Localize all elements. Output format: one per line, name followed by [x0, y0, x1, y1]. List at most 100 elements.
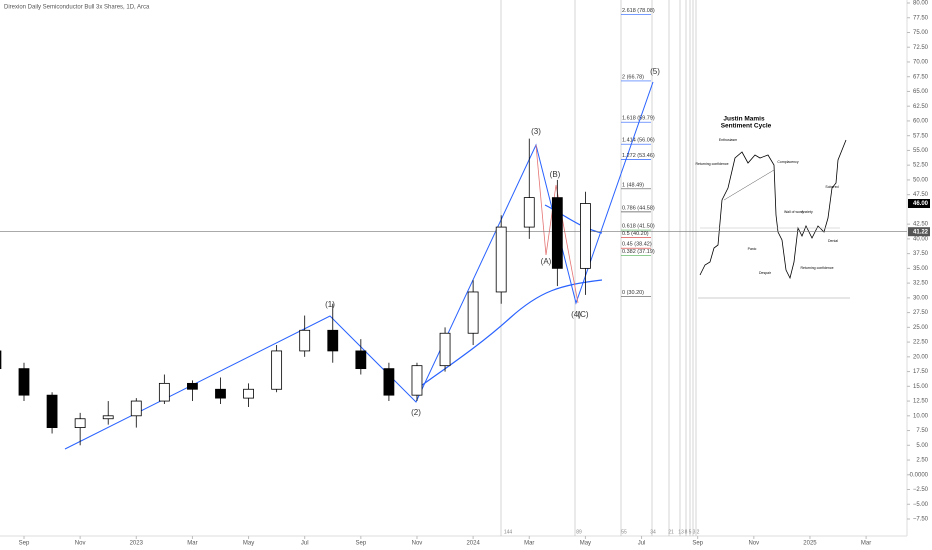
fib-time-label: 5	[689, 529, 692, 535]
inset-label: Denial	[828, 239, 838, 243]
y-tick-label: 27.50	[913, 310, 929, 316]
y-tick-label: 67.50	[913, 74, 929, 80]
fib-label: 0.45 (38.42)	[622, 242, 652, 248]
candle-body	[383, 368, 395, 396]
fib-time-label: 2	[697, 529, 700, 535]
candle-body	[0, 350, 2, 370]
wave-label: (4)	[571, 310, 581, 319]
wave-label: (5)	[650, 67, 660, 76]
candle-body	[74, 418, 86, 428]
inset-label: Complacency	[777, 160, 798, 164]
y-tick-label: 0.0000	[910, 472, 929, 478]
fib-label: 0.786 (44.58)	[622, 205, 655, 211]
y-tick-label: 50.00	[913, 177, 929, 183]
y-tick-label: 75.00	[913, 30, 929, 36]
candle-body	[187, 382, 198, 390]
fib-label: 1 (48.49)	[622, 182, 644, 188]
candle-body	[102, 415, 114, 420]
y-tick-label: 60.00	[913, 119, 929, 125]
fib-label: 1.618 (59.79)	[622, 116, 655, 122]
candle-body	[523, 197, 535, 228]
fib-time-label: 13	[678, 529, 684, 535]
price-tag	[908, 227, 930, 237]
inset-label: Wall of worry	[784, 210, 804, 214]
fib-label: 0.5 (40.20)	[622, 231, 649, 237]
x-tick-label: 2024	[466, 541, 480, 547]
fib-time-label: 144	[504, 529, 513, 535]
fib-label: 1.272 (53.46)	[622, 153, 655, 159]
inset-label: Sobered	[825, 185, 838, 189]
x-tick-label: Nov	[748, 541, 759, 547]
fib-label: 0 (30.20)	[622, 290, 644, 296]
y-tick-label: 25.00	[913, 325, 929, 331]
candle-body	[327, 329, 339, 352]
y-tick-label: 15.00	[913, 384, 929, 390]
x-tick-label: 2025	[803, 541, 817, 547]
y-tick-label: 12.50	[913, 399, 929, 405]
candle-body	[580, 203, 591, 269]
fib-time-lines	[500, 0, 697, 536]
wave-label: (B)	[550, 170, 561, 179]
y-tick-label: 10.00	[913, 413, 929, 419]
correction-wave	[535, 144, 579, 304]
x-tick-label: 2023	[130, 541, 144, 547]
fib-label: 1.414 (56.06)	[622, 138, 655, 144]
y-tick-label: 20.00	[913, 354, 929, 360]
fib-label: 2 (66.78)	[622, 74, 644, 80]
candle-body	[299, 329, 311, 352]
y-tick-label: 2.50	[916, 458, 928, 464]
inset-label: Panic	[748, 247, 757, 251]
y-tick-label: −2.50	[913, 487, 929, 493]
inset-label: Anxiety	[801, 210, 813, 214]
wave-label: (3)	[531, 127, 541, 136]
fib-label: 0.382 (37.19)	[622, 249, 655, 255]
fib-label: 0.618 (41.50)	[622, 223, 655, 229]
sentiment-inset	[698, 139, 850, 299]
candle-body	[215, 388, 226, 399]
inset-title: Sentiment Cycle	[721, 123, 772, 130]
y-tick-label: 40.00	[913, 236, 929, 242]
fib-time-label: 34	[650, 529, 656, 535]
wave-label: (1)	[325, 300, 335, 309]
y-tick-label: −7.50	[913, 517, 929, 523]
y-tick-label: 7.50	[916, 428, 928, 434]
inset-label: Returning confidence	[800, 266, 833, 270]
y-tick-label: 77.50	[913, 15, 929, 21]
candle-body	[130, 400, 142, 417]
candle-body	[271, 350, 283, 390]
y-tick-label: 72.50	[913, 45, 929, 51]
fib-time-label: 89	[576, 529, 582, 535]
x-tick-label: Sep	[19, 541, 30, 547]
y-tick-label: 57.50	[913, 133, 929, 139]
fib-label: 2.618 (78.08)	[622, 8, 655, 14]
y-tick-label: 17.50	[913, 369, 929, 375]
inset-label: Returning confidence	[695, 162, 728, 166]
fib-time-label: 3	[693, 529, 696, 535]
y-tick-label: 30.00	[913, 295, 929, 301]
y-tick-label: 37.50	[913, 251, 929, 257]
x-tick-label: May	[243, 541, 254, 547]
x-tick-label: Mar	[861, 541, 871, 547]
y-tick-label: 55.00	[913, 148, 929, 154]
wave-label: (C)	[577, 310, 588, 319]
x-tick-label: Mar	[524, 541, 534, 547]
y-tick-label: 52.50	[913, 163, 929, 169]
y-tick-label: 62.50	[913, 104, 929, 110]
y-tick-label: 32.50	[913, 281, 929, 287]
y-tick-label: −5.00	[913, 502, 929, 508]
x-tick-label: Mar	[187, 541, 197, 547]
candle-body	[439, 332, 451, 367]
x-tick-label: Nov	[412, 541, 423, 547]
candle-body	[467, 291, 479, 334]
inset-title: Justin Mamis	[723, 116, 765, 123]
fib-time-label: 21	[668, 529, 674, 535]
x-tick-label: Jul	[638, 541, 646, 547]
candle-body	[495, 226, 507, 293]
candle-body	[46, 394, 58, 428]
x-tick-label: Jul	[301, 541, 309, 547]
price-tag-label: 41.22	[913, 229, 929, 235]
candle-body	[551, 197, 563, 269]
candle-body	[411, 365, 423, 396]
